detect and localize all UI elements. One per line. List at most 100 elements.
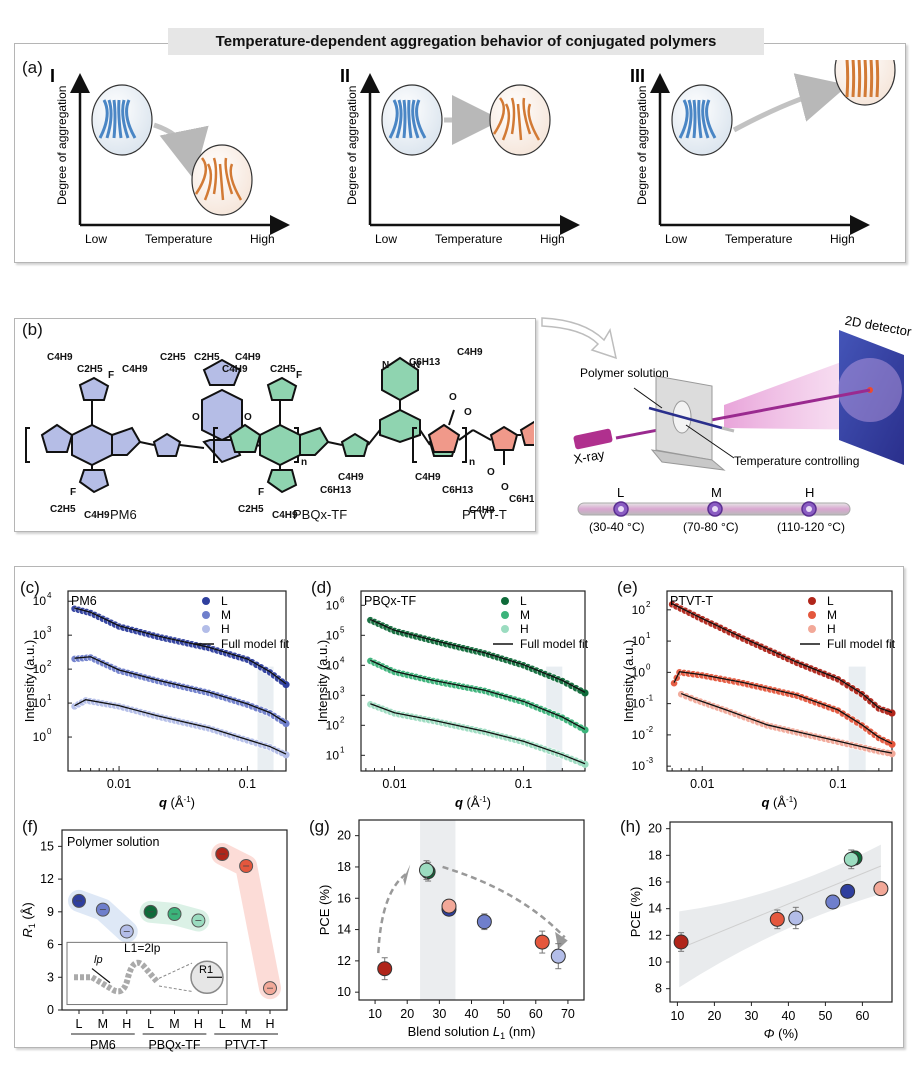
source-label: X-ray [572, 446, 606, 466]
panel-label-d: (d) [311, 578, 332, 597]
data-point [840, 883, 856, 899]
y-axis-label: PCE (%) [317, 885, 332, 936]
y-tick-exponent: 5 [340, 625, 345, 634]
group-label: PM6 [90, 1038, 116, 1052]
svg-text:O: O [244, 412, 252, 423]
x-low-label: Low [665, 232, 687, 246]
arrowhead-icon [403, 864, 411, 886]
x-high-label: High [540, 232, 565, 246]
group-trend-band [211, 843, 281, 1000]
series-L [366, 616, 589, 697]
series-M [70, 653, 290, 728]
y-tick-exponent: 2 [47, 659, 52, 668]
x-tick-label: 0.1 [515, 777, 532, 791]
y-tick-exponent: 1 [340, 745, 345, 754]
svg-text:n: n [469, 457, 475, 468]
transition-arrow-icon [732, 73, 849, 133]
legend-label: Full model fit [221, 637, 290, 651]
y-tick-label: 12 [337, 954, 351, 968]
fit-line [673, 670, 893, 745]
y-tick-label: 10 [632, 603, 646, 617]
y-tick-exponent: -3 [646, 756, 654, 765]
data-point [873, 881, 889, 897]
panel-label-e: (e) [617, 578, 638, 597]
data-point [788, 910, 804, 926]
scheme-numeral: II [340, 66, 350, 86]
highlight-band [257, 666, 274, 771]
y-axis-label: Intensity (a.u.) [315, 640, 330, 722]
chain-label: C4H9 [457, 347, 483, 358]
x-high-label: High [250, 232, 275, 246]
x-tick-label: 70 [561, 1007, 575, 1021]
chain-label: C4H9 [47, 352, 73, 363]
chart-title: PBQx-TF [364, 594, 416, 608]
fit-line [74, 699, 287, 755]
sample-label: Polymer solution [580, 366, 669, 380]
y-tick-exponent: 4 [47, 591, 52, 600]
category-label: H [194, 1017, 203, 1031]
y-axis-label: Intensity (a.u.) [621, 640, 636, 722]
x-tick-label: 0.01 [107, 777, 131, 791]
x-axis-label: q (Å-1) [159, 795, 195, 810]
legend-marker [202, 611, 210, 619]
svg-text:O: O [192, 412, 200, 423]
svg-text:n: n [301, 457, 307, 468]
group-label: PTVT-T [225, 1038, 268, 1052]
x-tick-label: 0.1 [239, 777, 256, 791]
category-label: M [169, 1017, 179, 1031]
y-axis-label: Degree of aggregation [635, 86, 649, 205]
x-tick-label: 0.1 [829, 777, 846, 791]
polymer-name-pm6: PM6 [110, 507, 137, 522]
legend-marker [501, 625, 509, 633]
x-tick-label: 10 [368, 1007, 382, 1021]
y-tick-label: 20 [648, 822, 662, 836]
legend-label: Full model fit [520, 637, 589, 651]
x-tick-label: 50 [818, 1009, 832, 1023]
chain-label: C2H5 [160, 352, 186, 363]
y-tick-label: 20 [337, 829, 351, 843]
temperature-marker-M: M (70-80 °C) [683, 485, 738, 534]
y-tick-label: 3 [47, 970, 54, 984]
plot-frame [669, 821, 893, 1003]
y-tick-exponent: 2 [340, 715, 345, 724]
y-tick-label: 10 [326, 718, 340, 732]
y-tick-exponent: 3 [47, 625, 52, 634]
chain-label: C2H5 [77, 364, 103, 375]
scheme-numeral: III [630, 66, 645, 86]
category-label: L [147, 1017, 154, 1031]
temperature-marker-L: L (30-40 °C) [589, 485, 644, 534]
data-point [377, 961, 393, 977]
temperature-level-label: L [617, 485, 624, 500]
fit-line [370, 703, 586, 765]
svg-text:O: O [464, 407, 472, 418]
legend-marker [202, 625, 210, 633]
series-L [668, 600, 896, 717]
y-axis-label: Degree of aggregation [55, 86, 69, 205]
y-tick-label: 10 [326, 688, 340, 702]
y-axis-label: Degree of aggregation [345, 86, 359, 205]
y-tick-label: 10 [326, 628, 340, 642]
legend-marker [501, 597, 509, 605]
detector-icon [839, 330, 904, 465]
y-tick-label: 12 [648, 928, 662, 942]
x-mid-label: Temperature [145, 232, 213, 246]
curved-arrow-icon [541, 317, 618, 360]
y-tick-label: 14 [337, 923, 351, 937]
fit-line [370, 659, 586, 730]
x-tick-label: 60 [855, 1009, 869, 1023]
saxs-setup-schematic: 2D detector Polymer solution X-ray Tempe… [541, 313, 913, 534]
category-label: L [219, 1017, 226, 1031]
category-label: H [122, 1017, 131, 1031]
svg-text:N: N [413, 360, 420, 371]
fit-line [680, 692, 893, 754]
y-tick-label: 10 [33, 662, 47, 676]
y-tick-label: 18 [337, 860, 351, 874]
svg-text:O: O [501, 482, 509, 493]
x-mid-label: Temperature [435, 232, 503, 246]
chart-h: 8 10 12 14 16 18 20 10 20 30 40 50 60 PCE (%) Φ (%) [628, 821, 893, 1041]
y-tick-label: 10 [337, 985, 351, 999]
chain-label: C6H13 [442, 485, 474, 496]
x-tick-label: 0.01 [690, 777, 714, 791]
